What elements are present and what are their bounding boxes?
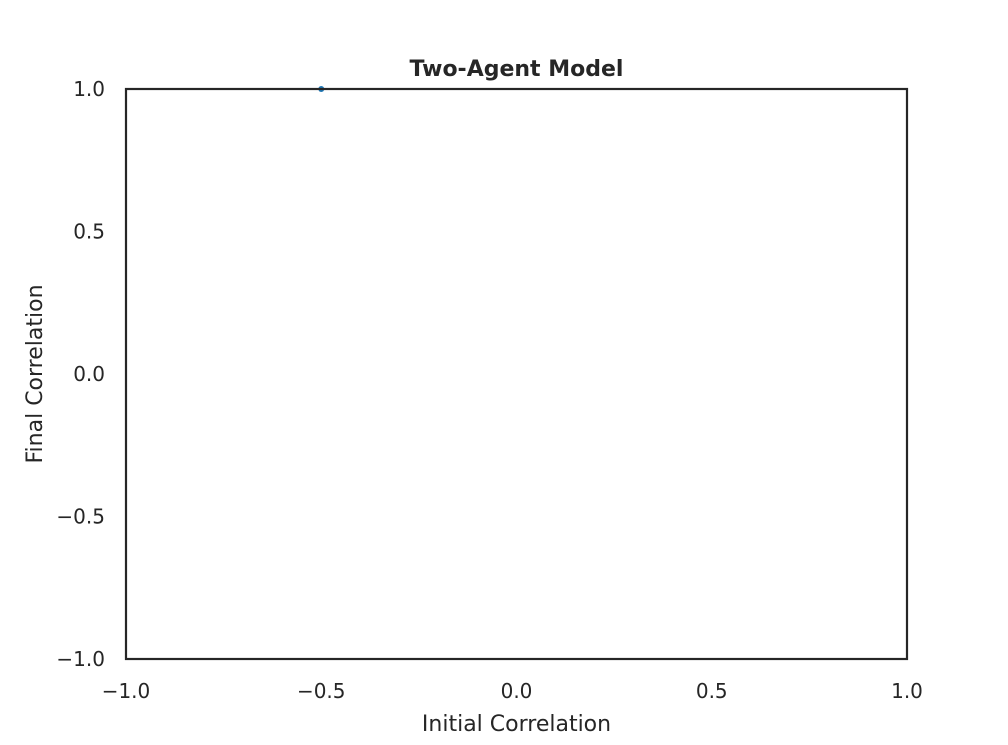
x-tick-label: −0.5 (297, 679, 346, 703)
y-axis-label: Final Correlation (23, 284, 48, 463)
chart-title: Two-Agent Model (410, 57, 624, 82)
x-tick-label: 1.0 (891, 679, 923, 703)
y-tick-label: −0.5 (56, 505, 105, 529)
ticks-layer: −1.0 −0.5 0.0 0.5 1.0 −1.0 −0.5 0.0 0.5 1.0 (56, 77, 922, 703)
y-tick-label: 1.0 (73, 77, 105, 101)
x-axis-label: Initial Correlation (422, 712, 611, 737)
plot-frame (124, 87, 909, 661)
x-tick-label: 0.0 (501, 679, 533, 703)
x-tick-label: −1.0 (102, 679, 151, 703)
y-tick-label: 0.0 (73, 362, 105, 386)
x-tick-label: 0.5 (696, 679, 728, 703)
y-tick-label: 0.5 (73, 220, 105, 244)
y-tick-label: −1.0 (56, 647, 105, 671)
